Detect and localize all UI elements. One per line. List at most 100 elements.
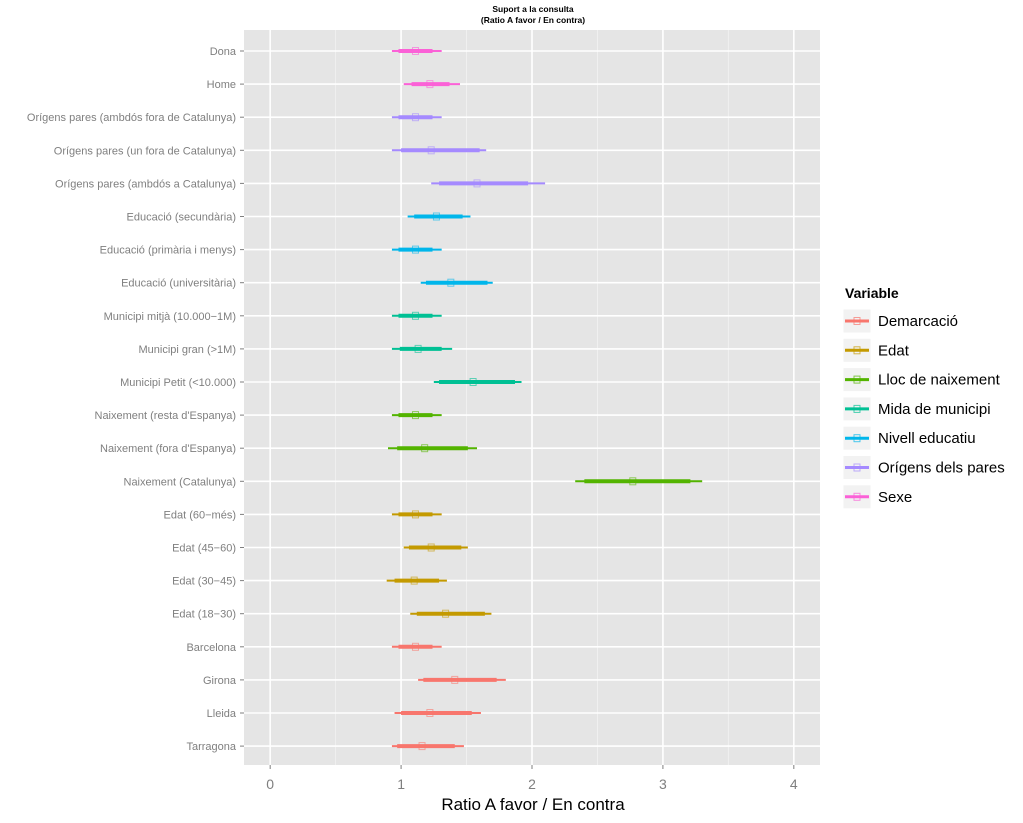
point-estimate [411, 113, 419, 122]
y-tick-label: Orígens pares (ambdós a Catalunya) [55, 178, 236, 190]
legend-key-marker [853, 404, 861, 413]
y-tick-label: Naixement (fora d'Espanya) [100, 443, 236, 455]
point-estimate [442, 609, 450, 618]
point-estimate [411, 642, 419, 651]
point-estimate [426, 709, 434, 717]
x-tick-label: 1 [397, 776, 405, 792]
y-tick-label: Educació (primària i menys) [100, 245, 236, 257]
interval-row [394, 709, 481, 717]
y-tick-label: Lleida [207, 708, 237, 720]
minor-gridlines [335, 30, 729, 765]
interval-row [420, 278, 493, 287]
interval-row [391, 146, 487, 155]
legend-label: Mida de municipi [878, 401, 991, 418]
legend-label: Sexe [878, 489, 912, 506]
x-axis-title: Ratio A favor / En contra [441, 795, 625, 814]
point-estimate [410, 576, 418, 585]
y-tick-label: Girona [203, 675, 237, 687]
interval-row [391, 344, 453, 353]
point-estimate [473, 179, 481, 188]
y-tick-label: Dona [210, 46, 237, 58]
x-tick-label: 2 [528, 776, 536, 792]
y-tick-label: Barcelona [186, 642, 236, 654]
interval-row [403, 80, 460, 89]
y-tick-label: Educació (universitària) [121, 278, 236, 290]
legend-item: Mida de municipi [842, 396, 991, 422]
y-tick-label: Municipi mitjà (10.000−1M) [104, 311, 236, 323]
legend-item: Demarcació [842, 308, 958, 334]
legend-key-marker [853, 346, 861, 355]
legend-item: Orígens dels pares [842, 455, 1005, 480]
y-tick-label: Municipi gran (>1M) [138, 344, 236, 356]
point-estimate [421, 444, 429, 453]
y-tick-label: Educació (secundària) [127, 212, 236, 224]
legend-key-marker [853, 375, 861, 384]
point-estimate [629, 477, 637, 486]
chart-subtitle: (Ratio A favor / En contra) [481, 15, 585, 25]
y-tick-label: Tarragona [186, 741, 236, 753]
legend-items: Demarcació Edat Lloc de naixement Mida de m… [842, 308, 1005, 510]
point-estimate [411, 311, 419, 320]
legend-label: Orígens dels pares [878, 460, 1005, 477]
x-tick-label: 4 [790, 776, 798, 792]
y-tick-label: Municipi Petit (<10.000) [120, 377, 236, 389]
interval-row [391, 47, 442, 55]
interval-row [391, 510, 442, 519]
point-estimate [447, 278, 455, 287]
legend-title: Variable [845, 285, 899, 301]
y-tick-label: Orígens pares (un fora de Catalunya) [54, 145, 236, 157]
legend-label: Demarcació [878, 313, 958, 330]
legend-item: Nivell educatiu [842, 425, 976, 451]
x-tick-label: 3 [659, 776, 667, 792]
point-estimate [411, 510, 419, 519]
interval-row [410, 609, 492, 618]
y-tick-label: Naixement (Catalunya) [124, 476, 237, 488]
y-tick-label: Naixement (resta d'Espanya) [95, 410, 237, 422]
point-estimate [426, 80, 434, 89]
interval-row [575, 477, 703, 486]
y-tick-label: Edat (45−60) [172, 543, 236, 555]
point-estimate [451, 675, 459, 684]
legend-item: Lloc de naixement [842, 367, 1001, 393]
point-estimate [427, 146, 435, 155]
x-tick-label: 0 [266, 776, 274, 792]
legend-label: Edat [878, 342, 910, 359]
legend-key-marker [853, 434, 861, 443]
interval-row [391, 245, 442, 254]
interval-row [403, 543, 468, 552]
point-estimate [414, 344, 422, 353]
interval-row [391, 113, 442, 122]
point-estimate [411, 245, 419, 254]
interval-row [391, 742, 464, 751]
point-estimate [427, 543, 435, 552]
interval-rows [386, 47, 703, 751]
legend-label: Lloc de naixement [878, 372, 1001, 389]
interval-row [418, 675, 506, 684]
legend-key-marker [853, 317, 861, 325]
point-estimate [418, 742, 426, 751]
point-estimate [469, 378, 477, 386]
y-tick-label: Edat (60−més) [164, 509, 236, 521]
interval-row [407, 212, 471, 221]
legend-label: Nivell educatiu [878, 430, 976, 447]
point-estimate [432, 212, 440, 221]
chart-title: Suport a la consulta [492, 4, 574, 14]
interval-row [391, 411, 442, 420]
interval-row [433, 378, 522, 386]
y-tick-label: Edat (18−30) [172, 609, 236, 621]
interval-row [431, 179, 546, 188]
y-tick-label: Orígens pares (ambdós fora de Catalunya) [27, 112, 236, 124]
interval-row [391, 311, 442, 320]
legend-item: Edat [842, 337, 910, 363]
interval-row [386, 576, 447, 585]
interval-row [388, 444, 478, 453]
major-gridlines [244, 30, 820, 765]
y-tick-label: Home [207, 79, 236, 91]
legend-key-marker [853, 463, 861, 472]
legend-key-marker [853, 492, 861, 501]
x-axis-ticks: 0 1 2 3 4 [266, 765, 798, 792]
y-axis-labels: Dona Home Orígens pares (ambdós fora de Ca… [27, 46, 244, 753]
y-tick-label: Edat (30−45) [172, 576, 236, 588]
